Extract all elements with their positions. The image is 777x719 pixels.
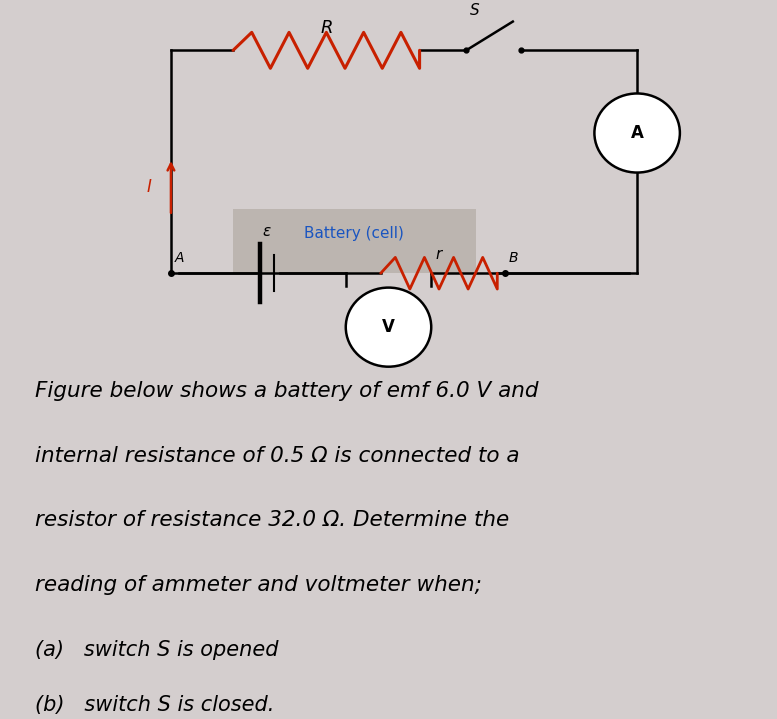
Circle shape (346, 288, 431, 367)
Text: Figure below shows a battery of emf 6.0 V and: Figure below shows a battery of emf 6.0 … (35, 381, 538, 401)
Text: internal resistance of 0.5 Ω is connected to a: internal resistance of 0.5 Ω is connecte… (35, 446, 520, 466)
Text: r: r (436, 247, 442, 262)
Text: B: B (509, 251, 518, 265)
Text: A: A (175, 251, 184, 265)
Text: (b)   switch S is closed.: (b) switch S is closed. (35, 695, 274, 715)
Text: S: S (470, 3, 479, 18)
Text: A: A (631, 124, 643, 142)
Text: $\varepsilon$: $\varepsilon$ (262, 224, 271, 239)
Text: (a)   switch S is opened: (a) switch S is opened (35, 640, 278, 660)
Text: V: V (382, 318, 395, 336)
Bar (233, 209, 476, 273)
Circle shape (594, 93, 680, 173)
Text: Battery (cell): Battery (cell) (305, 226, 404, 242)
Text: I: I (147, 178, 152, 196)
Text: reading of ammeter and voltmeter when;: reading of ammeter and voltmeter when; (35, 575, 482, 595)
Text: R: R (320, 19, 333, 37)
Text: resistor of resistance 32.0 Ω. Determine the: resistor of resistance 32.0 Ω. Determine… (35, 510, 509, 531)
